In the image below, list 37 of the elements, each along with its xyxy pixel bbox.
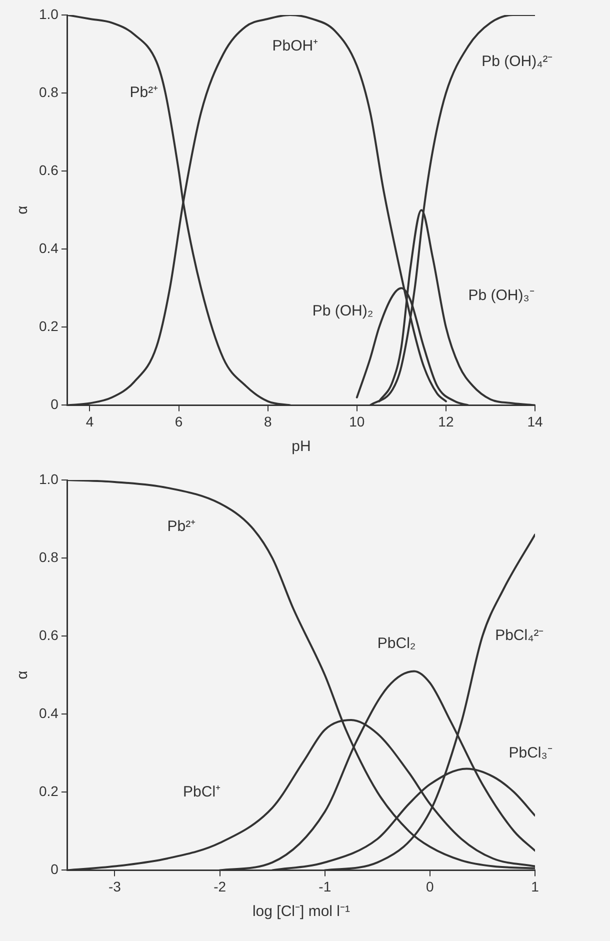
y-tick-label: 0.8 bbox=[38, 548, 59, 565]
series-label: Pb (OH)₄²⁻ bbox=[482, 52, 553, 70]
series-label: PbOH⁺ bbox=[272, 37, 318, 54]
x-tick-label: 0 bbox=[426, 878, 434, 894]
series-label: Pb (OH)₂ bbox=[312, 302, 374, 320]
x-axis-title: pH bbox=[292, 438, 311, 456]
y-tick-label: 0 bbox=[50, 396, 59, 412]
series-label: PbCl₄²⁻ bbox=[495, 627, 544, 644]
x-tick-label: -3 bbox=[108, 878, 122, 894]
series-label: Pb²⁺ bbox=[167, 518, 196, 535]
x-tick-label: 10 bbox=[349, 413, 365, 430]
y-axis-title: α bbox=[14, 670, 32, 680]
series-label: PbCl₃⁻ bbox=[508, 744, 552, 762]
x-tick-label: -1 bbox=[318, 878, 332, 894]
x-tick-label: 4 bbox=[86, 413, 94, 430]
x-tick-label: 1 bbox=[531, 878, 540, 894]
x-tick-label: 12 bbox=[438, 413, 454, 430]
text: PbCl⁺ bbox=[183, 783, 221, 800]
y-tick-label: 0.6 bbox=[38, 162, 59, 178]
y-tick-label: 0.4 bbox=[38, 240, 59, 256]
y-tick-label: 0.2 bbox=[38, 783, 59, 800]
x-tick-label: 14 bbox=[527, 413, 543, 430]
x-tick-label: -2 bbox=[214, 878, 226, 894]
y-tick-label: 1.0 bbox=[38, 470, 59, 487]
x-axis-title: log [Cl⁻] mol l⁻¹ bbox=[252, 903, 350, 920]
y-tick-label: 0.6 bbox=[38, 626, 59, 643]
series-label: Pb²⁺ bbox=[130, 84, 158, 102]
y-tick-label: 1.0 bbox=[38, 6, 59, 22]
x-tick-label: 8 bbox=[264, 413, 272, 430]
y-tick-label: 0.4 bbox=[38, 704, 59, 721]
y-tick-label: 0 bbox=[50, 861, 59, 878]
series-label: PbCl₂ bbox=[377, 635, 416, 652]
y-tick-label: 0.2 bbox=[38, 318, 59, 334]
y-axis-title: α bbox=[14, 205, 32, 214]
y-tick-label: 0.8 bbox=[38, 84, 59, 100]
x-tick-label: 6 bbox=[174, 413, 183, 430]
series-label: Pb (OH)₃⁻ bbox=[468, 287, 534, 304]
